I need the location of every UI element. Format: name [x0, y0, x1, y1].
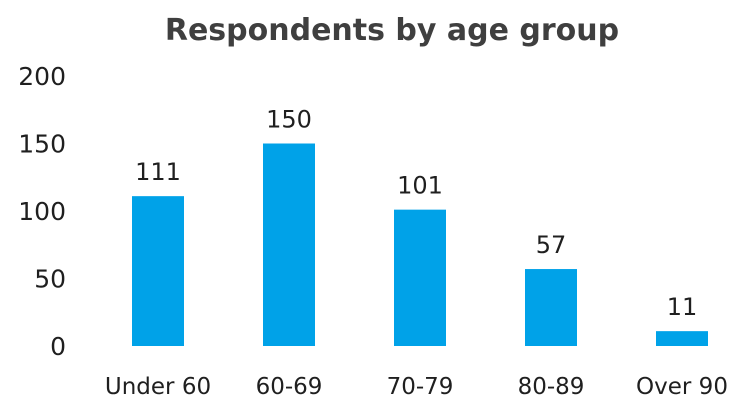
y-tick-label: 50 [34, 265, 66, 294]
y-tick-label: 150 [18, 130, 66, 159]
bar [525, 269, 577, 346]
bar [132, 196, 184, 346]
x-tick-label: 70-79 [387, 374, 454, 400]
bars [132, 143, 708, 346]
data-label: 57 [536, 231, 567, 259]
data-labels: 111 150 101 57 11 [135, 106, 697, 322]
chart-title: Respondents by age group [165, 13, 619, 48]
y-tick-label: 200 [18, 62, 66, 91]
data-label: 111 [135, 158, 181, 186]
bar [394, 209, 446, 346]
x-axis-labels: Under 60 60-69 70-79 80-89 Over 90 [105, 374, 728, 400]
y-tick-label: 100 [18, 197, 66, 226]
data-label: 150 [266, 106, 312, 134]
data-label: 11 [667, 293, 698, 321]
x-tick-label: 60-69 [256, 374, 323, 400]
x-tick-label: Under 60 [105, 374, 211, 400]
x-tick-label: Over 90 [636, 374, 728, 400]
x-tick-label: 80-89 [518, 374, 585, 400]
bar [263, 143, 315, 346]
y-axis-ticks: 0 50 100 150 200 [18, 62, 66, 361]
data-label: 101 [397, 172, 443, 200]
bar [656, 331, 708, 346]
y-tick-label: 0 [50, 332, 66, 361]
